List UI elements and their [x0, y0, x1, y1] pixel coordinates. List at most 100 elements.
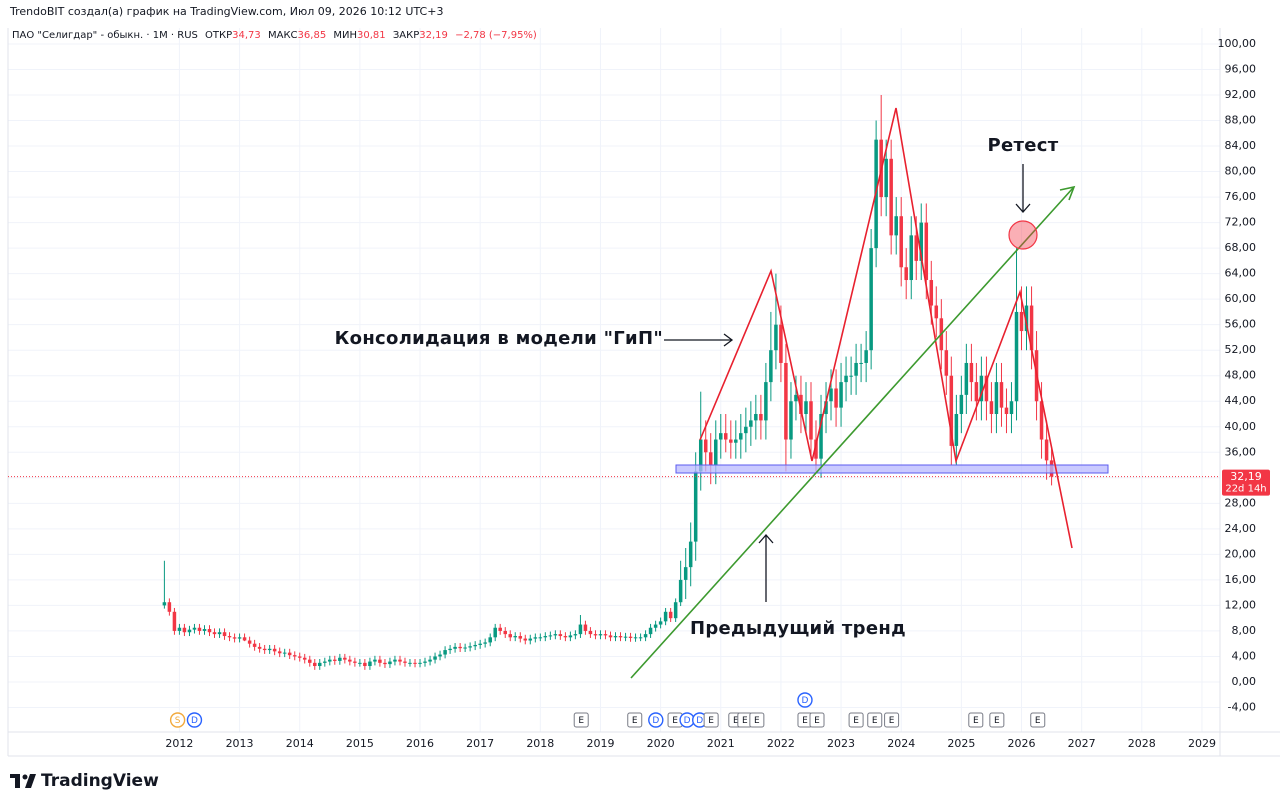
candle-body	[1039, 401, 1044, 440]
event-badge	[968, 712, 984, 728]
x-tick-label: 2012	[165, 737, 193, 750]
y-tick-label: 20,00	[1225, 547, 1257, 560]
candle-body	[719, 433, 723, 440]
candle-body	[368, 661, 372, 667]
candle-body	[247, 640, 252, 644]
close-label: ЗАКР	[393, 30, 419, 41]
candle-body	[678, 579, 683, 603]
candle-body	[703, 439, 708, 453]
y-tick-label: 96,00	[1225, 62, 1257, 75]
x-tick-label: 2029	[1188, 737, 1216, 750]
support-zone	[675, 464, 1109, 474]
x-tick-label: 2021	[707, 737, 735, 750]
candle-body	[734, 439, 738, 443]
candle-body	[403, 661, 407, 663]
event-label: E	[733, 716, 739, 726]
candle-body	[914, 235, 919, 261]
candle-body	[363, 662, 367, 667]
candle-body	[177, 627, 182, 631]
candle-body	[989, 401, 994, 415]
candle-body	[889, 158, 893, 236]
candle-body	[623, 636, 628, 638]
candle-body	[744, 426, 748, 434]
candle-body	[313, 662, 317, 667]
event-label: E	[973, 716, 979, 726]
candle-body	[964, 362, 969, 395]
candle-body	[809, 401, 813, 440]
high-label: МАКС	[268, 30, 298, 41]
candle-body	[714, 439, 718, 466]
candle-body	[478, 643, 482, 645]
arrowhead	[758, 534, 774, 544]
candle-body	[884, 158, 888, 198]
candle-body	[648, 627, 653, 635]
candle-body	[688, 541, 693, 568]
event-label: E	[1035, 716, 1041, 726]
candle-body	[493, 627, 497, 638]
candle-body	[463, 647, 467, 649]
candle-body	[1029, 305, 1034, 351]
candle-body	[919, 222, 923, 261]
x-tick-label: 2025	[947, 737, 975, 750]
brand-logo	[10, 774, 36, 788]
last-price-box	[1222, 469, 1270, 496]
candle-body	[799, 394, 803, 415]
candle-body	[974, 382, 979, 402]
candle-body	[513, 636, 517, 638]
candle-body	[593, 634, 598, 636]
candle-body	[528, 638, 533, 641]
y-tick-label: 40,00	[1225, 420, 1257, 433]
attribution: TrendoBIT создал(а) график на TradingVie…	[9, 5, 443, 18]
candle-body	[1024, 305, 1029, 332]
open-value: 34,73	[232, 30, 261, 41]
event-badge	[1030, 712, 1046, 728]
event-label: D	[684, 716, 691, 726]
candle-body	[498, 627, 502, 631]
candle-body	[618, 636, 623, 638]
candle-body	[277, 651, 282, 654]
candle-body	[252, 643, 257, 647]
candle-body	[343, 657, 347, 660]
event-label: E	[994, 716, 1000, 726]
candle-body	[934, 305, 939, 319]
candle-body	[413, 662, 417, 664]
event-label: E	[814, 716, 820, 726]
candle-body	[383, 662, 387, 665]
candle-body	[418, 662, 422, 664]
candle-body	[929, 280, 934, 306]
candle-body	[999, 382, 1004, 408]
x-tick-label: 2024	[887, 737, 915, 750]
event-badge	[648, 712, 664, 728]
candle-body	[909, 235, 914, 281]
candle-body	[924, 222, 929, 281]
last-price-label: 32,19	[1230, 470, 1262, 483]
event-label: E	[802, 716, 808, 726]
y-tick-label: 76,00	[1225, 190, 1257, 203]
event-label: S	[175, 716, 181, 726]
y-tick-label: 36,00	[1225, 445, 1257, 458]
candle-body	[523, 638, 528, 641]
low-label: МИН	[333, 30, 357, 41]
candle-body	[182, 627, 187, 633]
candle-body	[668, 611, 673, 619]
candle-body	[573, 634, 578, 636]
candle-body	[804, 401, 808, 415]
event-label: D	[652, 716, 659, 726]
y-tick-label: 44,00	[1225, 394, 1257, 407]
candle-body	[849, 375, 853, 377]
candle-body	[864, 350, 868, 363]
candle-body	[232, 637, 237, 639]
candle-body	[508, 634, 512, 638]
candle-body	[242, 637, 247, 641]
event-label: D	[696, 716, 703, 726]
candle-body	[949, 375, 954, 446]
logo-part	[15, 774, 20, 788]
candle-body	[673, 602, 678, 619]
y-tick-label: 100,00	[1218, 37, 1257, 50]
candle-body	[438, 654, 442, 657]
candle-body	[578, 624, 583, 635]
event-label: E	[578, 716, 584, 726]
candle-body	[483, 642, 487, 644]
